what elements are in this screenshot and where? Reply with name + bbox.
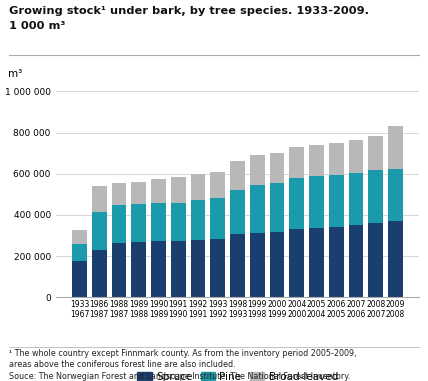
Bar — [329, 143, 344, 175]
Bar — [190, 240, 205, 297]
Bar — [211, 172, 225, 199]
Bar — [369, 136, 383, 170]
Bar — [388, 221, 403, 297]
Text: 1 000 m³: 1 000 m³ — [9, 21, 65, 31]
Legend: Spruce, Pine, Broad-leaved: Spruce, Pine, Broad-leaved — [133, 368, 342, 381]
Bar — [72, 261, 87, 297]
Bar — [348, 225, 363, 297]
Bar — [171, 241, 186, 297]
Bar — [270, 153, 285, 183]
Bar — [270, 232, 285, 297]
Bar — [171, 203, 186, 241]
Bar — [369, 170, 383, 223]
Bar — [289, 229, 304, 297]
Bar — [348, 173, 363, 225]
Bar — [309, 228, 324, 297]
Bar — [131, 242, 146, 297]
Bar — [190, 200, 205, 240]
Bar — [230, 190, 245, 234]
Bar — [151, 203, 166, 241]
Bar — [211, 199, 225, 239]
Text: m³: m³ — [8, 69, 23, 79]
Text: ¹ The whole country except Finnmark county. As from the inventory period 2005-20: ¹ The whole country except Finnmark coun… — [9, 349, 356, 381]
Bar — [289, 178, 304, 229]
Bar — [369, 223, 383, 297]
Bar — [309, 145, 324, 176]
Bar — [171, 177, 186, 203]
Bar — [92, 186, 107, 212]
Bar — [329, 227, 344, 297]
Bar — [72, 230, 87, 244]
Bar — [131, 182, 146, 203]
Bar — [112, 183, 127, 205]
Bar — [250, 155, 265, 185]
Bar — [270, 183, 285, 232]
Bar — [230, 162, 245, 190]
Bar — [190, 174, 205, 200]
Text: Growing stock¹ under bark, by tree species. 1933-2009.: Growing stock¹ under bark, by tree speci… — [9, 6, 369, 16]
Bar — [151, 179, 166, 203]
Bar — [388, 168, 403, 221]
Bar — [388, 126, 403, 168]
Bar — [92, 250, 107, 297]
Bar — [211, 239, 225, 297]
Bar — [230, 234, 245, 297]
Bar — [309, 176, 324, 228]
Bar — [112, 205, 127, 243]
Bar — [348, 140, 363, 173]
Bar — [112, 243, 127, 297]
Bar — [72, 244, 87, 261]
Bar — [329, 175, 344, 227]
Bar — [289, 147, 304, 178]
Bar — [151, 241, 166, 297]
Bar — [250, 185, 265, 234]
Bar — [250, 234, 265, 297]
Bar — [92, 212, 107, 250]
Bar — [131, 203, 146, 242]
